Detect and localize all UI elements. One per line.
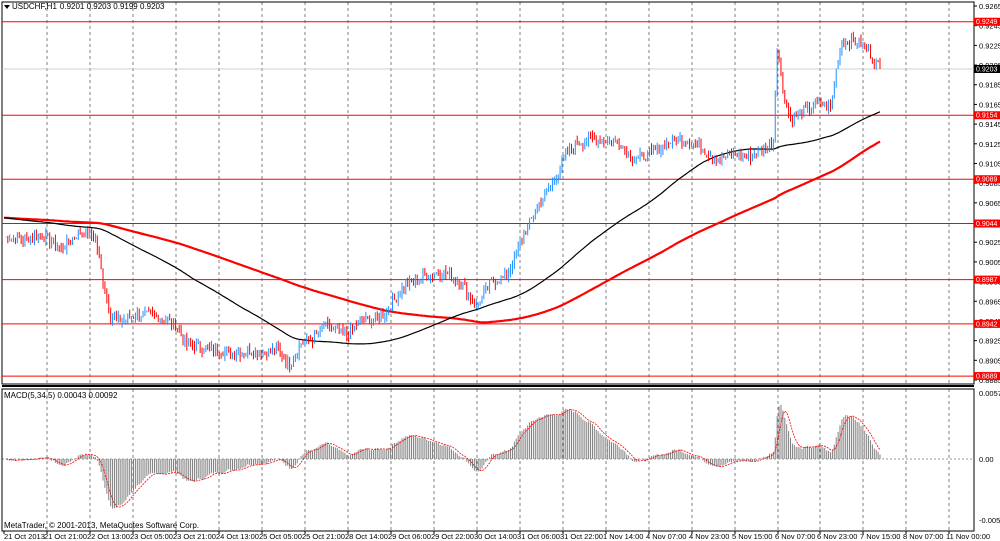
level-price-tag-label: 0.8889 <box>976 374 998 381</box>
price-tick-label: 0.9085 <box>979 179 1000 188</box>
time-tick-label: 21 Oct 2013 <box>4 532 45 541</box>
price-tick-label: 0.8925 <box>979 337 1000 346</box>
price-tick-label: 0.9145 <box>979 120 1000 129</box>
macd-histogram <box>5 404 881 509</box>
time-axis: 21 Oct 2013 21 Oct 21:00 22 Oct 13:00 23 Oc… <box>3 531 990 541</box>
main-panel-frame <box>1 1 975 385</box>
moving-averages <box>3 111 881 345</box>
grid-layer <box>2 2 974 531</box>
price-tick-label: 0.9105 <box>979 159 1000 168</box>
price-tick-label: 0.9265 <box>979 2 1000 11</box>
level-price-tag-label: 0.9154 <box>976 113 998 120</box>
macd-axis-label: 0.00573 <box>979 389 1000 398</box>
chart-menu-icon[interactable] <box>4 5 10 9</box>
time-tick-label: 4 Nov 23:00 <box>689 532 729 541</box>
price-tick-label: 0.9185 <box>979 81 1000 90</box>
macd-signal-line <box>5 409 881 508</box>
time-tick-label: 6 Nov 07:00 <box>775 532 815 541</box>
level-price-tag <box>974 17 1000 26</box>
ma-fast-line <box>3 111 881 345</box>
price-tick-label: 0.9125 <box>979 140 1000 149</box>
level-price-tag <box>974 372 1000 381</box>
price-tick-label: 0.9245 <box>979 22 1000 31</box>
main-title: USDCHF,H1 0.9201 0.9203 0.9199 0.9203 <box>12 2 165 11</box>
time-tick-label: 24 Oct 13:00 <box>216 532 259 541</box>
level-price-tag-label: 0.8942 <box>976 321 998 328</box>
time-tick-label: 25 Oct 05:00 <box>259 532 302 541</box>
copyright-text: MetaTrader, © 2001-2013, MetaQuotes Soft… <box>4 521 199 530</box>
level-price-tag <box>974 219 1000 228</box>
time-tick-label: 11 Nov 00:00 <box>946 532 990 541</box>
time-tick-label: 25 Oct 21:00 <box>302 532 345 541</box>
level-price-tag <box>974 175 1000 184</box>
level-price-tag-label: 0.9044 <box>976 221 998 228</box>
candles <box>5 31 881 373</box>
time-tick-label: 1 Nov 14:00 <box>603 532 643 541</box>
price-tick-label: 0.9165 <box>979 100 1000 109</box>
price-tick-label: 0.9065 <box>979 199 1000 208</box>
level-price-tag-label: 0.9249 <box>976 19 998 26</box>
price-tick-label: 0.8905 <box>979 356 1000 365</box>
current-price-label: 0.9203 <box>976 66 998 73</box>
time-tick-label: 29 Oct 22:00 <box>431 532 474 541</box>
price-tick-label: 0.9025 <box>979 238 1000 247</box>
time-tick-label: 28 Oct 14:00 <box>345 532 388 541</box>
time-tick-label: 4 Nov 07:00 <box>646 532 686 541</box>
macd-axis-label: -0.0057 <box>979 516 1000 525</box>
time-tick-label: 23 Oct 21:00 <box>173 532 216 541</box>
price-tick-label: 0.8965 <box>979 297 1000 306</box>
time-tick-label: 7 Nov 15:00 <box>860 532 900 541</box>
price-axis: 0.92650.92450.92250.92050.91850.91650.91… <box>974 2 1000 525</box>
time-tick-label: 31 Oct 06:00 <box>517 532 560 541</box>
current-price-tag <box>974 64 1000 73</box>
time-tick-label: 29 Oct 06:00 <box>388 532 431 541</box>
time-tick-label: 23 Oct 05:00 <box>130 532 173 541</box>
price-tick-label: 0.9005 <box>979 258 1000 267</box>
time-tick-label: 21 Oct 21:00 <box>44 532 87 541</box>
price-tick-label: 0.9225 <box>979 41 1000 50</box>
time-tick-label: 22 Oct 13:00 <box>87 532 130 541</box>
time-tick-label: 8 Nov 07:00 <box>903 532 943 541</box>
price-tick-label: 0.8885 <box>979 376 1000 385</box>
time-tick-label: 6 Nov 23:00 <box>817 532 857 541</box>
ma-slow-line <box>3 140 881 324</box>
macd-axis-label: 0.00 <box>979 455 994 464</box>
time-tick-label: 31 Oct 22:00 <box>560 532 603 541</box>
time-tick-label: 5 Nov 15:00 <box>732 532 772 541</box>
level-price-tag <box>974 275 1000 284</box>
macd-title: MACD(5,34,5) 0.00043 0.00092 <box>4 391 118 400</box>
level-price-tag-label: 0.8987 <box>976 277 998 284</box>
level-price-tag <box>974 319 1000 328</box>
level-price-tag-label: 0.9089 <box>976 177 998 184</box>
time-tick-label: 30 Oct 14:00 <box>474 532 517 541</box>
level-price-tag <box>974 111 1000 120</box>
